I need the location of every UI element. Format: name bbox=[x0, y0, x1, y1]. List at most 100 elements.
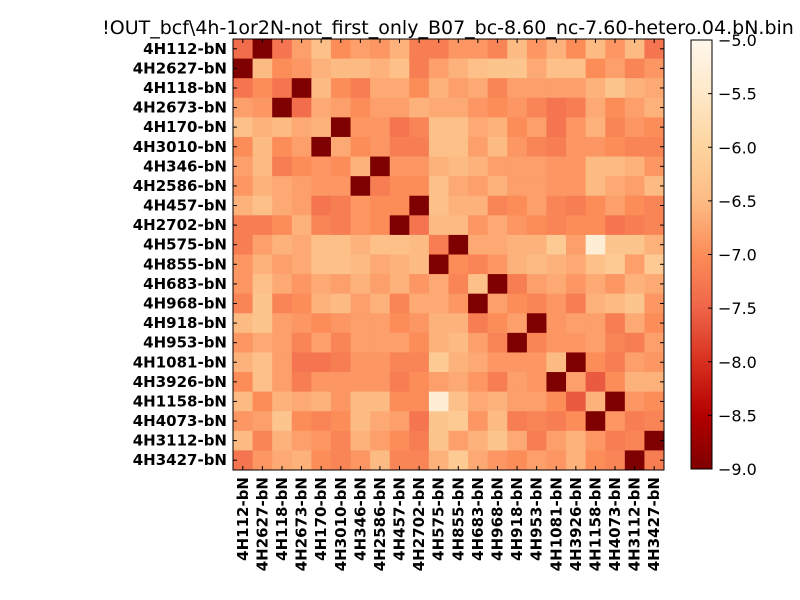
heatmap-cell bbox=[487, 430, 508, 451]
heatmap-cell bbox=[624, 234, 645, 255]
heatmap-cell bbox=[428, 97, 449, 118]
heatmap-cell bbox=[624, 58, 645, 79]
heatmap-cell bbox=[546, 117, 567, 138]
heatmap-cell bbox=[330, 332, 352, 353]
heatmap-cell bbox=[526, 97, 547, 118]
heatmap-cell bbox=[409, 176, 430, 197]
heatmap-cell bbox=[311, 372, 332, 393]
heatmap-cell bbox=[546, 293, 567, 314]
heatmap-cell bbox=[389, 391, 410, 412]
heatmap-cell bbox=[566, 293, 587, 314]
heatmap-cell bbox=[448, 372, 469, 393]
heatmap-cell bbox=[507, 176, 528, 197]
heatmap-cell bbox=[566, 97, 587, 118]
heatmap-cell bbox=[370, 176, 391, 197]
heatmap-cell bbox=[389, 352, 410, 373]
heatmap-cell bbox=[487, 450, 508, 471]
column-label: 4H170-bN bbox=[312, 477, 330, 561]
heatmap-cell bbox=[350, 430, 371, 451]
heatmap-cell bbox=[291, 136, 312, 158]
heatmap-cell bbox=[291, 58, 312, 79]
heatmap-cell bbox=[428, 411, 449, 432]
heatmap-cell bbox=[624, 313, 645, 334]
heatmap-cell bbox=[566, 391, 587, 412]
heatmap-cell bbox=[330, 215, 352, 236]
heatmap-cell bbox=[311, 254, 332, 275]
column-label: 4H575-bN bbox=[430, 477, 448, 561]
heatmap-cell bbox=[233, 293, 254, 314]
column-label: 4H2702-bN bbox=[410, 477, 428, 571]
heatmap-cell bbox=[272, 97, 293, 118]
heatmap-cell bbox=[546, 176, 567, 197]
row-label: 4H1158-bN bbox=[133, 392, 227, 410]
heatmap-cell bbox=[507, 391, 528, 412]
heatmap-cell bbox=[233, 352, 254, 373]
heatmap-cell bbox=[644, 156, 665, 177]
heatmap-cell bbox=[468, 352, 489, 373]
heatmap-cell bbox=[428, 372, 449, 393]
heatmap-cell bbox=[311, 78, 332, 99]
heatmap-cell bbox=[233, 450, 254, 471]
heatmap-cell bbox=[585, 372, 606, 393]
heatmap-cell bbox=[448, 97, 469, 118]
heatmap-cell bbox=[526, 215, 547, 236]
heatmap-cell bbox=[330, 313, 352, 334]
heatmap-cell bbox=[409, 274, 430, 295]
heatmap-cell bbox=[468, 234, 489, 255]
heatmap-cell bbox=[644, 293, 665, 314]
column-label: 4H3010-bN bbox=[332, 477, 350, 571]
column-label: 4H855-bN bbox=[449, 477, 467, 561]
heatmap-cell bbox=[448, 234, 469, 255]
heatmap-cell bbox=[252, 78, 273, 99]
heatmap-cell bbox=[624, 450, 645, 471]
colorbar-ticks: −9.0 −8.5 −8.0 −7.5 −7.0 −6.5 −6.0 −5.5 −5.0 bbox=[708, 31, 757, 479]
heatmap-cell bbox=[330, 254, 352, 275]
heatmap-cell bbox=[644, 411, 665, 432]
heatmap-cell bbox=[487, 39, 508, 60]
heatmap-cell bbox=[644, 372, 665, 393]
heatmap-cell bbox=[448, 78, 469, 99]
heatmap-cell bbox=[448, 450, 469, 471]
heatmap-cell bbox=[409, 215, 430, 236]
row-label: 4H112-bN bbox=[143, 40, 227, 58]
heatmap-cell bbox=[487, 332, 508, 353]
colorbar-tick-label: −5.0 bbox=[718, 31, 757, 50]
heatmap-cell bbox=[487, 411, 508, 432]
heatmap-cell bbox=[370, 215, 391, 236]
row-label: 4H2586-bN bbox=[133, 177, 227, 195]
heatmap-cell bbox=[252, 39, 273, 60]
heatmap-cell bbox=[350, 215, 371, 236]
heatmap-cell bbox=[624, 352, 645, 373]
heatmap-cell bbox=[624, 430, 645, 451]
heatmap-cell bbox=[624, 78, 645, 99]
heatmap-cell bbox=[526, 372, 547, 393]
colorbar-tick-label: −5.5 bbox=[718, 85, 757, 104]
heatmap-cell bbox=[330, 450, 352, 471]
heatmap-cell bbox=[566, 234, 587, 255]
heatmap-cell bbox=[291, 117, 312, 138]
heatmap-cell bbox=[644, 97, 665, 118]
heatmap-cell bbox=[526, 411, 547, 432]
heatmap-cell bbox=[487, 313, 508, 334]
heatmap-cell bbox=[644, 215, 665, 236]
column-label: 4H1158-bN bbox=[586, 477, 604, 571]
heatmap-cell bbox=[448, 411, 469, 432]
heatmap-cell bbox=[507, 215, 528, 236]
heatmap-cell bbox=[389, 215, 410, 236]
heatmap-cell bbox=[409, 97, 430, 118]
heatmap-cell bbox=[585, 313, 606, 334]
heatmap-cell bbox=[566, 117, 587, 138]
heatmap-cell bbox=[252, 450, 273, 471]
heatmap-cell bbox=[291, 313, 312, 334]
heatmap-cell bbox=[507, 195, 528, 216]
heatmap-cell bbox=[291, 352, 312, 373]
heatmap-cell bbox=[546, 39, 567, 60]
heatmap-cell bbox=[330, 78, 352, 99]
heatmap-cell bbox=[311, 274, 332, 295]
heatmap-cell bbox=[546, 215, 567, 236]
heatmap-cell bbox=[330, 97, 352, 118]
column-label: 4H3926-bN bbox=[567, 477, 585, 571]
heatmap-cell bbox=[468, 274, 489, 295]
heatmap-cell bbox=[566, 274, 587, 295]
heatmap-cell bbox=[585, 450, 606, 471]
